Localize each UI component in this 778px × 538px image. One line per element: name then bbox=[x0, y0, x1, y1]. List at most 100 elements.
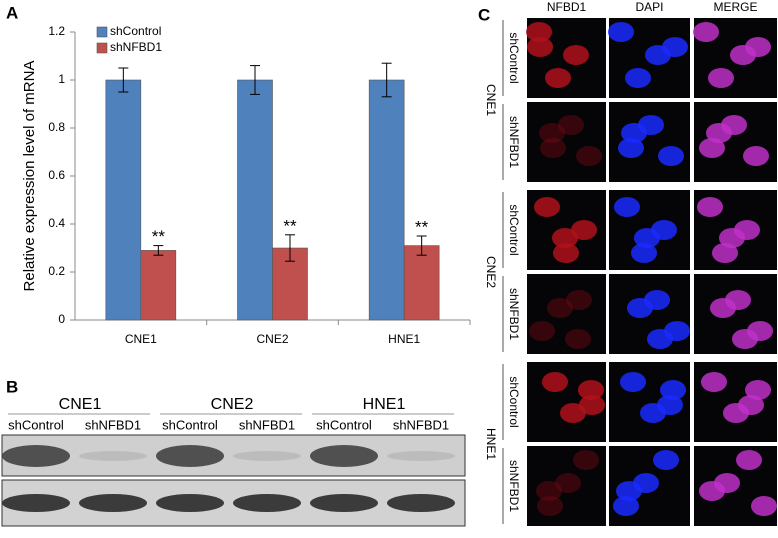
error-bar bbox=[416, 235, 427, 256]
legend-label: shNFBD1 bbox=[110, 40, 162, 54]
cell-nucleus bbox=[638, 115, 664, 135]
cell-nucleus bbox=[540, 138, 566, 158]
cell-nucleus bbox=[745, 380, 771, 400]
blot-lane-label: shControl bbox=[162, 417, 218, 432]
significance-label: ** bbox=[152, 227, 166, 246]
cell-nucleus bbox=[566, 290, 592, 310]
cell-nucleus bbox=[714, 473, 740, 493]
bar bbox=[403, 245, 440, 321]
blot-band bbox=[79, 494, 147, 512]
legend-label: shControl bbox=[110, 24, 161, 38]
y-tick-label: 0.8 bbox=[48, 120, 65, 134]
cell-nucleus bbox=[576, 146, 602, 166]
cell-nucleus bbox=[571, 220, 597, 240]
blot-band bbox=[387, 494, 455, 512]
cell-nucleus bbox=[608, 22, 634, 42]
cell-nucleus bbox=[651, 220, 677, 240]
blot-band bbox=[156, 445, 224, 467]
bar bbox=[237, 79, 273, 321]
cell-nucleus bbox=[653, 450, 679, 470]
bar bbox=[105, 79, 142, 321]
cell-nucleus bbox=[620, 372, 646, 392]
row-label: shNFBD1 bbox=[507, 116, 521, 168]
cell-nucleus bbox=[563, 45, 589, 65]
cell-nucleus bbox=[565, 329, 591, 349]
cell-nucleus bbox=[579, 395, 605, 415]
cell-nucleus bbox=[534, 197, 560, 217]
cell-nucleus bbox=[693, 22, 719, 42]
y-tick-label: 0 bbox=[58, 312, 65, 326]
cell-nucleus bbox=[537, 496, 563, 516]
blot-band bbox=[387, 451, 455, 461]
error-bar bbox=[153, 245, 164, 256]
panel-label: C bbox=[478, 5, 490, 24]
cell-nucleus bbox=[712, 243, 738, 263]
blot-lane-label: shNFBD1 bbox=[239, 417, 295, 432]
error-bar bbox=[381, 62, 392, 98]
cell-line-label: CNE2 bbox=[484, 256, 498, 288]
cell-nucleus bbox=[701, 372, 727, 392]
blot-band bbox=[2, 445, 70, 467]
cell-nucleus bbox=[527, 37, 553, 57]
blot-band bbox=[156, 494, 224, 512]
cell-nucleus bbox=[743, 146, 769, 166]
cell-nucleus bbox=[657, 395, 683, 415]
blot-band bbox=[79, 451, 147, 461]
row-label: shNFBD1 bbox=[507, 288, 521, 340]
legend-swatch bbox=[96, 26, 108, 38]
y-tick-label: 0.2 bbox=[48, 264, 65, 278]
cell-nucleus bbox=[662, 37, 688, 57]
blot-lane-label: shControl bbox=[8, 417, 64, 432]
cell-line-label: CNE1 bbox=[484, 84, 498, 116]
blot-band bbox=[310, 445, 378, 467]
blot-band bbox=[233, 451, 301, 461]
cell-nucleus bbox=[539, 123, 565, 143]
blot-cell-line: CNE2 bbox=[211, 396, 254, 413]
blot-band bbox=[2, 494, 70, 512]
y-tick-label: 0.6 bbox=[48, 168, 65, 182]
blot-band bbox=[310, 494, 378, 512]
x-tick-label: CNE1 bbox=[125, 332, 157, 346]
error-bar bbox=[250, 65, 260, 95]
x-tick-label: HNE1 bbox=[388, 332, 420, 346]
blot-band bbox=[233, 494, 301, 512]
bar bbox=[368, 79, 405, 321]
blot-cell-line: HNE1 bbox=[363, 396, 406, 413]
cell-nucleus bbox=[542, 372, 568, 392]
error-bar bbox=[285, 234, 295, 262]
y-tick-label: 1.2 bbox=[48, 24, 65, 38]
cell-nucleus bbox=[751, 496, 777, 516]
blot-cell-line: CNE1 bbox=[59, 396, 102, 413]
cell-nucleus bbox=[745, 37, 771, 57]
cell-nucleus bbox=[526, 22, 552, 42]
cell-nucleus bbox=[552, 228, 578, 248]
cell-nucleus bbox=[614, 197, 640, 217]
bar bbox=[140, 250, 177, 321]
cell-nucleus bbox=[545, 68, 571, 88]
cell-nucleus bbox=[613, 496, 639, 516]
cell-nucleus bbox=[560, 403, 586, 423]
y-tick-label: 1 bbox=[58, 72, 65, 86]
legend-swatch bbox=[96, 42, 108, 54]
y-tick-label: 0.4 bbox=[48, 216, 65, 230]
cell-nucleus bbox=[697, 197, 723, 217]
column-header: MERGE bbox=[713, 0, 757, 14]
cell-nucleus bbox=[555, 473, 581, 493]
cell-nucleus bbox=[725, 290, 751, 310]
cell-nucleus bbox=[738, 395, 764, 415]
cell-nucleus bbox=[736, 450, 762, 470]
cell-nucleus bbox=[631, 243, 657, 263]
cell-nucleus bbox=[658, 146, 684, 166]
row-label: shNFBD1 bbox=[507, 460, 521, 512]
y-axis-label: Relative expression level of mRNA bbox=[21, 61, 38, 292]
cell-nucleus bbox=[547, 298, 573, 318]
panel-label: B bbox=[6, 377, 18, 396]
cell-nucleus bbox=[578, 380, 604, 400]
x-tick-label: CNE2 bbox=[256, 332, 288, 346]
cell-nucleus bbox=[660, 380, 686, 400]
row-label: shControl bbox=[507, 32, 521, 83]
cell-nucleus bbox=[708, 68, 734, 88]
cell-nucleus bbox=[664, 321, 690, 341]
cell-nucleus bbox=[734, 220, 760, 240]
